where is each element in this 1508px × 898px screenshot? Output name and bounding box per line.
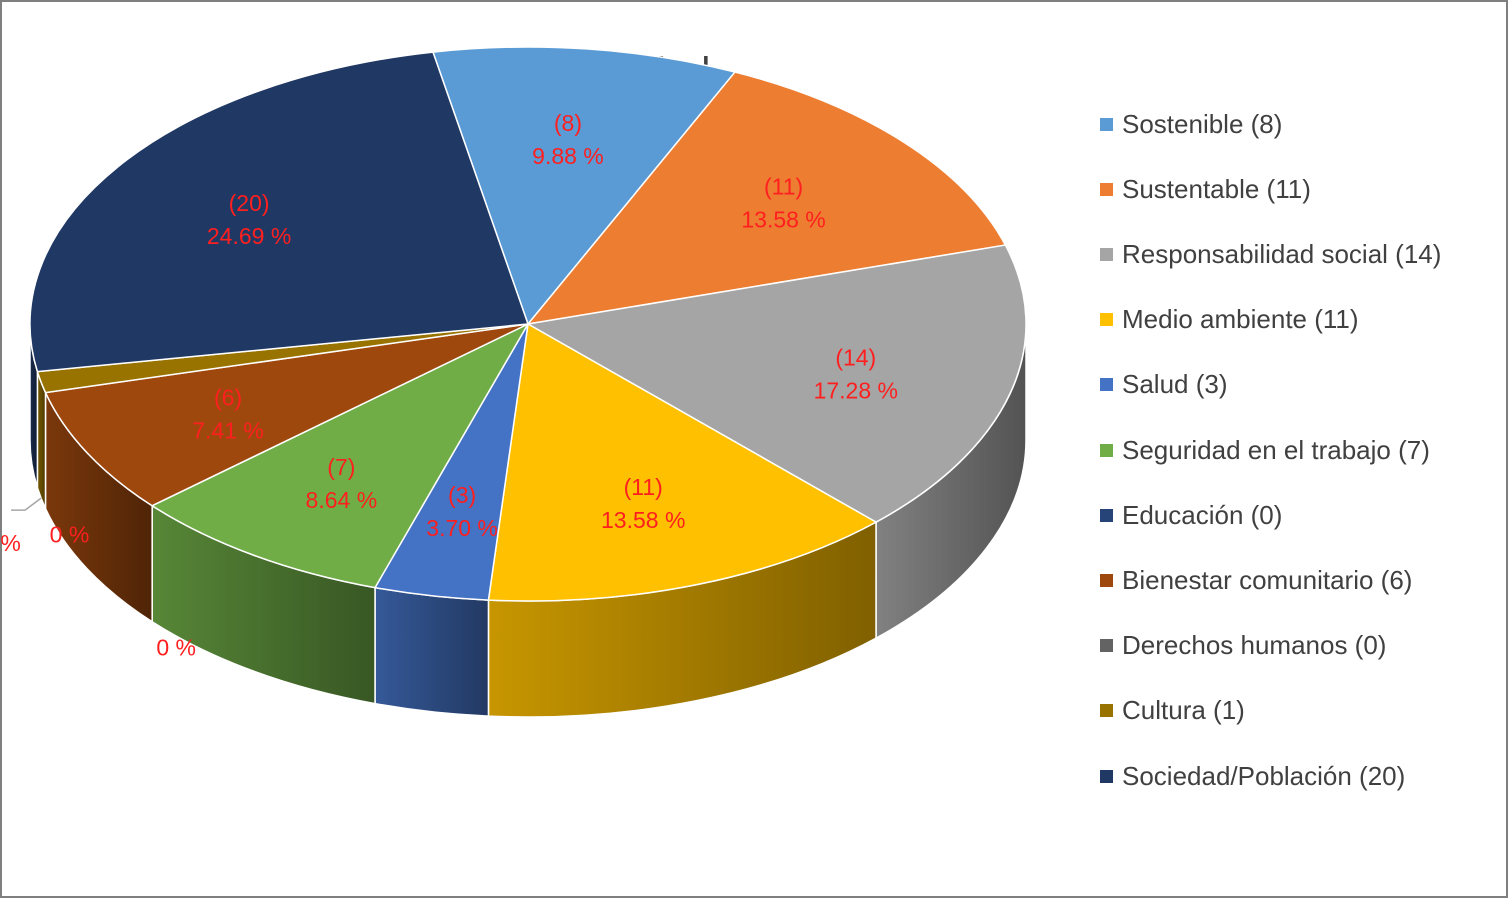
data-label-count: (7) — [327, 454, 355, 480]
pie-slice-bienestar-comunitario — [44, 323, 529, 507]
data-label-count: (11) — [624, 474, 663, 500]
legend-label: Derechos humanos (0) — [1122, 630, 1387, 661]
data-label-percent: 9.88 % — [532, 143, 604, 169]
data-label-percent: 3.70 % — [426, 515, 498, 541]
legend-label: Cultura (1) — [1122, 695, 1245, 726]
legend-item-responsabilidad-social: Responsabilidad social (14) — [1100, 234, 1441, 274]
legend-item-medio-ambiente: Medio ambiente (11) — [1100, 300, 1359, 340]
data-label-responsabilidad-social: (14) 17.28 % — [814, 344, 898, 403]
data-label-sociedad-poblacion: (20) 24.69 % — [207, 190, 291, 249]
legend-label: Sustentable (11) — [1122, 173, 1311, 204]
legend-item-seguridad-en-el-trabajo: Seguridad en el trabajo (7) — [1100, 430, 1430, 470]
pie-slice-seguridad-en-el-trabajo — [150, 322, 530, 589]
pie-slice-sostenible — [431, 46, 737, 326]
data-label-percent: 7.41 % — [192, 417, 264, 443]
legend-label: Educación (0) — [1122, 499, 1283, 530]
legend-swatch — [1100, 247, 1113, 261]
pie-side-cultura — [36, 371, 47, 509]
legend-item-bienestar-comunitario: Bienestar comunitario (6) — [1100, 560, 1412, 600]
data-label-count: (6) — [214, 384, 242, 410]
legend-label: Responsabilidad social (14) — [1122, 238, 1442, 269]
legend-item-sostenible: Sostenible (8) — [1100, 104, 1282, 144]
data-label-salud: (3) 3.70 % — [426, 482, 498, 541]
legend-swatch — [1100, 573, 1113, 587]
leader-line-cultura — [11, 497, 42, 511]
data-label-medio-ambiente: (11) 13.58 % — [601, 474, 685, 533]
legend-item-sociedad-poblacion: Sociedad/Población (20) — [1100, 756, 1405, 796]
pie-top-layer — [29, 46, 1027, 602]
legend-swatch — [1100, 639, 1113, 653]
data-label-percent: 1.23 % — [0, 530, 21, 556]
legend-swatch — [1100, 378, 1113, 392]
data-label-count: (11) — [764, 173, 803, 199]
pie-slice-medio-ambiente — [487, 322, 878, 602]
legend-label: Bienestar comunitario (6) — [1122, 564, 1413, 595]
legend-item-derechos-humanos: Derechos humanos (0) — [1100, 626, 1386, 666]
legend-label: Seguridad en el trabajo (7) — [1122, 434, 1430, 465]
legend-swatch — [1100, 117, 1113, 131]
data-label-percent: 13.58 % — [741, 206, 825, 232]
data-label-percent: 24.69 % — [207, 223, 291, 249]
legend-item-cultura: Cultura (1) — [1100, 691, 1245, 731]
data-label-count: (3) — [448, 482, 476, 508]
legend-item-educacion: Educación (0) — [1100, 495, 1282, 535]
pie-side-salud — [374, 586, 490, 717]
data-label-sostenible: (8) 9.88 % — [532, 110, 604, 169]
data-label-percent: 13.58 % — [601, 507, 685, 533]
data-label-sustentable: (11) 13.58 % — [741, 173, 825, 232]
data-label-count: (8) — [554, 110, 582, 136]
pie-slice-sustentable — [526, 71, 1007, 326]
legend-label: Sociedad/Población (20) — [1122, 760, 1406, 791]
data-label-count: (14) — [835, 344, 876, 370]
data-label-seguridad-en-el-trabajo: (7) 8.64 % — [306, 454, 378, 513]
data-label-percent: 17.28 % — [814, 377, 898, 403]
legend-swatch — [1100, 182, 1113, 196]
pie-slice-sociedad-poblacion — [29, 51, 530, 373]
legend-label: Medio ambiente (11) — [1122, 304, 1359, 335]
data-label-educacion: 0 % — [156, 635, 196, 661]
legend-swatch — [1100, 704, 1113, 718]
legend-swatch — [1100, 769, 1113, 783]
legend-item-salud: Salud (3) — [1100, 365, 1228, 405]
legend-swatch — [1100, 508, 1113, 522]
data-label-percent: 0 % — [50, 522, 90, 548]
legend-swatch — [1100, 443, 1113, 457]
legend-label: Sostenible (8) — [1122, 108, 1283, 139]
legend-label: Salud (3) — [1122, 369, 1228, 400]
data-label-count: (20) — [229, 190, 270, 216]
legend-item-sustentable: Sustentable (11) — [1100, 169, 1311, 209]
data-label-cultura: (1)1.23 % — [0, 530, 21, 556]
data-label-derechos-humanos: 0 % — [50, 522, 90, 548]
pie-side-layer — [29, 323, 1027, 718]
data-label-bienestar-comunitario: (6) 7.41 % — [192, 384, 264, 443]
data-label-percent: 0 % — [156, 635, 196, 661]
legend-swatch — [1100, 313, 1113, 327]
pie-slice-responsabilidad-social — [525, 244, 1027, 523]
data-label-percent: 8.64 % — [306, 487, 378, 513]
pie-label-layer: (8) 9.88 % (11) 13.58 % (14) 17.28 % (11) 13.58… — [0, 110, 898, 661]
